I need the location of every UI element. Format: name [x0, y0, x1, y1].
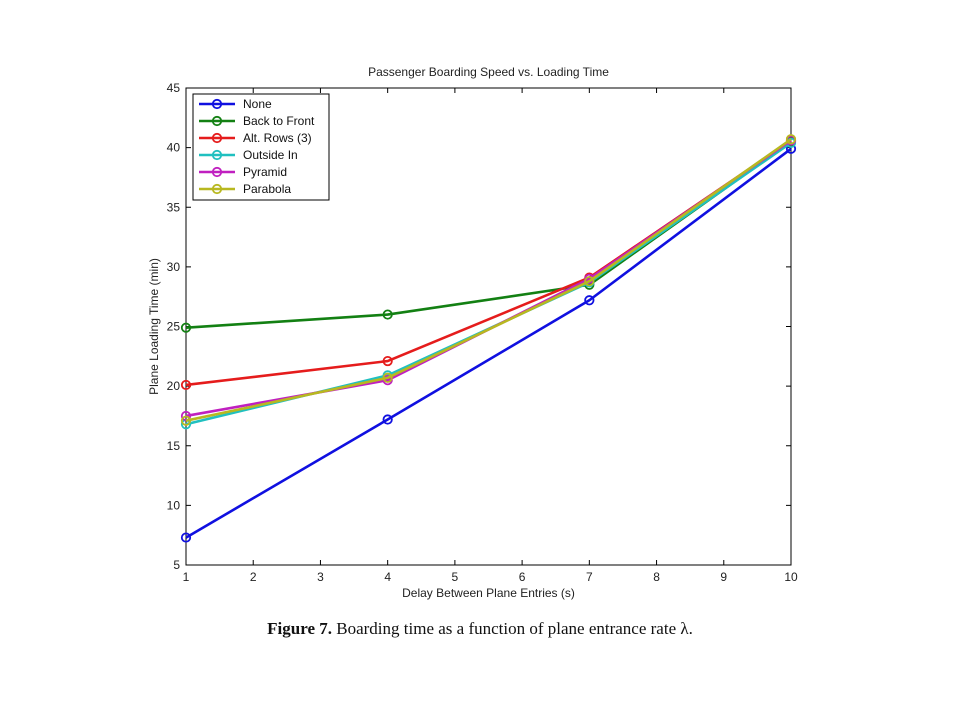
- legend-label: Alt. Rows (3): [243, 131, 312, 145]
- y-tick-label: 20: [167, 379, 181, 393]
- y-tick-label: 5: [173, 558, 180, 572]
- legend-marker: [211, 149, 223, 161]
- caption-label: Figure 7.: [267, 619, 332, 638]
- legend-marker: [211, 132, 223, 144]
- x-tick-label: 9: [720, 570, 727, 584]
- data-point: [180, 379, 192, 391]
- series-line: [185, 147, 792, 539]
- data-point: [180, 532, 192, 543]
- series-none: [180, 143, 797, 543]
- data-point: [180, 322, 192, 333]
- y-tick-label: 10: [167, 498, 181, 512]
- y-tick-label: 45: [167, 81, 181, 95]
- x-tick-label: 3: [317, 570, 324, 584]
- y-tick-label: 30: [167, 260, 181, 274]
- figure-caption: Figure 7. Boarding time as a function of…: [0, 619, 960, 639]
- legend-label: None: [243, 97, 272, 111]
- legend: None Back to Front Alt. Rows (3) Outside In…: [192, 93, 330, 201]
- legend-label: Pyramid: [243, 165, 287, 179]
- legend-marker: [211, 183, 223, 195]
- x-tick-label: 7: [586, 570, 593, 584]
- x-tick-label: 5: [452, 570, 459, 584]
- legend-label: Outside In: [243, 148, 298, 162]
- data-point: [382, 414, 393, 425]
- x-tick-label: 8: [653, 570, 660, 584]
- legend-marker: [211, 166, 223, 178]
- y-tick-label: 15: [167, 439, 181, 453]
- x-tick-label: 10: [784, 570, 798, 584]
- data-point: [382, 372, 393, 383]
- y-tick-label: 40: [167, 141, 181, 155]
- y-tick-label: 35: [167, 200, 181, 214]
- series-line: [185, 138, 792, 422]
- x-tick-label: 2: [250, 570, 257, 584]
- data-point: [382, 309, 393, 320]
- series-layer: [180, 134, 797, 543]
- x-tick-label: 1: [183, 570, 190, 584]
- caption-text: Boarding time as a function of plane ent…: [336, 619, 693, 638]
- legend-label: Back to Front: [243, 114, 315, 128]
- data-point: [382, 355, 393, 367]
- data-point: [584, 295, 595, 306]
- x-tick-label: 4: [384, 570, 391, 584]
- y-axis-label: Plane Loading Time (min): [147, 258, 161, 395]
- data-point: [180, 415, 192, 426]
- data-point: [584, 276, 595, 287]
- y-tick-label: 25: [167, 320, 181, 334]
- legend-label: Parabola: [243, 182, 291, 196]
- x-axis-label: Delay Between Plane Entries (s): [402, 586, 575, 600]
- legend-marker: [211, 115, 223, 127]
- series-parabola: [180, 134, 797, 426]
- data-point: [785, 134, 797, 145]
- x-tick-label: 6: [519, 570, 526, 584]
- legend-marker: [211, 98, 223, 110]
- legend-box: [192, 93, 330, 201]
- chart-title: Passenger Boarding Speed vs. Loading Tim…: [368, 65, 609, 79]
